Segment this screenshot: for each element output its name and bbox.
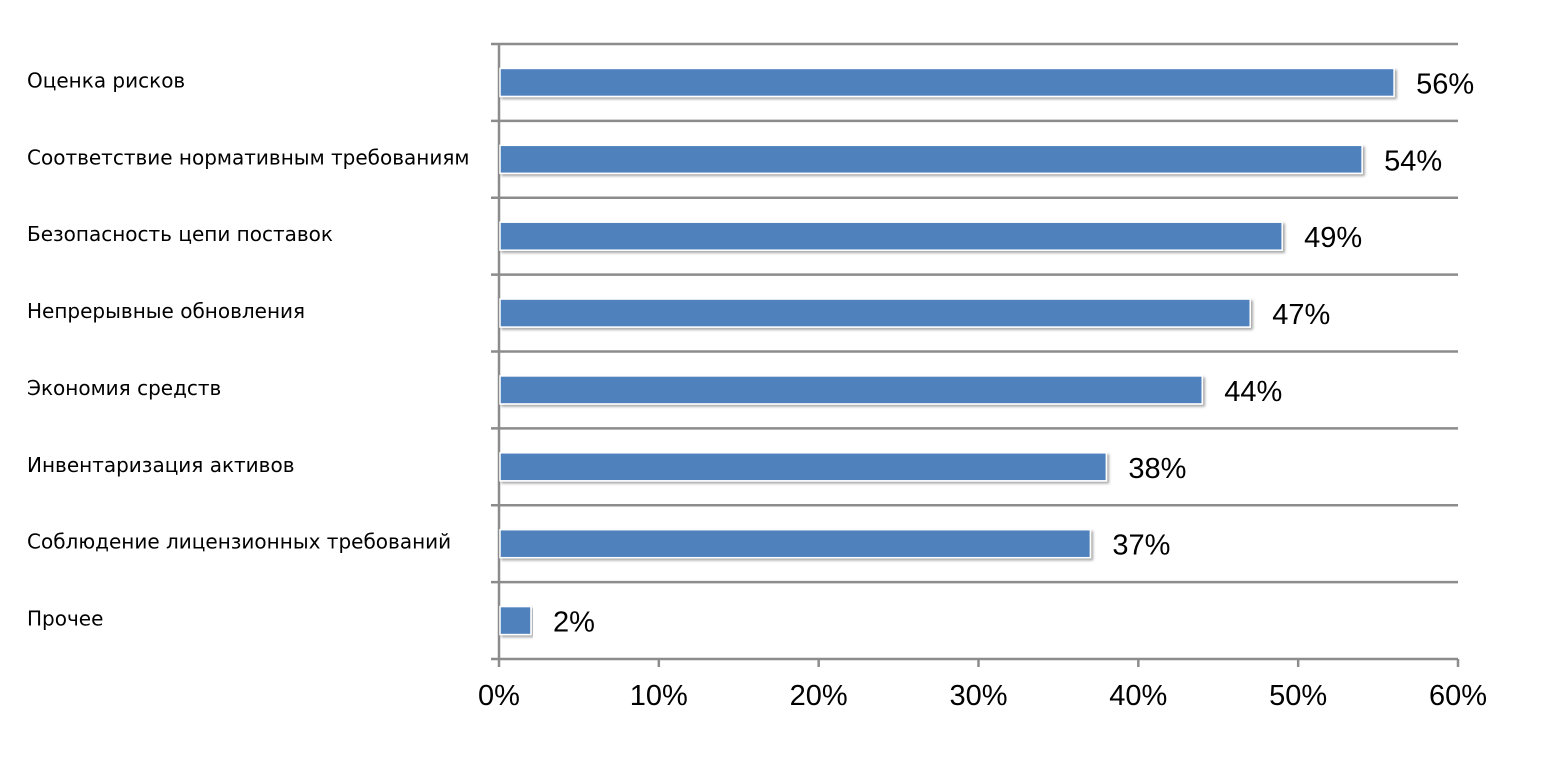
x-tick-label: 20%	[790, 680, 848, 712]
category-label: Инвентаризация активов	[27, 453, 295, 477]
data-label: 2%	[553, 607, 595, 639]
category-label: Соответствие нормативным требованиям	[27, 145, 469, 169]
data-label: 47%	[1272, 299, 1330, 331]
data-label: 49%	[1304, 222, 1362, 254]
x-tick-label: 30%	[949, 680, 1007, 712]
bar	[499, 221, 1283, 251]
x-tick-label: 10%	[630, 680, 688, 712]
data-label: 44%	[1224, 376, 1282, 408]
bar	[499, 375, 1204, 405]
bar	[499, 452, 1108, 482]
x-tick-label: 60%	[1429, 680, 1487, 712]
bar	[499, 605, 532, 636]
x-tick-label: 50%	[1269, 680, 1327, 712]
category-label: Прочее	[27, 607, 103, 631]
category-label: Экономия средств	[27, 376, 221, 400]
data-label: 37%	[1112, 530, 1170, 562]
bar	[499, 144, 1363, 175]
category-label: Непрерывные обновления	[27, 299, 305, 323]
x-tick-label: 0%	[478, 680, 520, 712]
x-tick-label: 40%	[1109, 680, 1167, 712]
data-label: 38%	[1128, 453, 1186, 485]
data-label: 56%	[1416, 68, 1474, 100]
bar	[499, 67, 1395, 98]
bar	[499, 528, 1092, 559]
category-label: Безопасность цепи поставок	[27, 222, 333, 246]
category-label: Соблюдение лицензионных требований	[27, 530, 451, 554]
bar	[499, 298, 1251, 328]
data-label: 54%	[1384, 145, 1442, 177]
category-label: Оценка рисков	[27, 68, 185, 92]
